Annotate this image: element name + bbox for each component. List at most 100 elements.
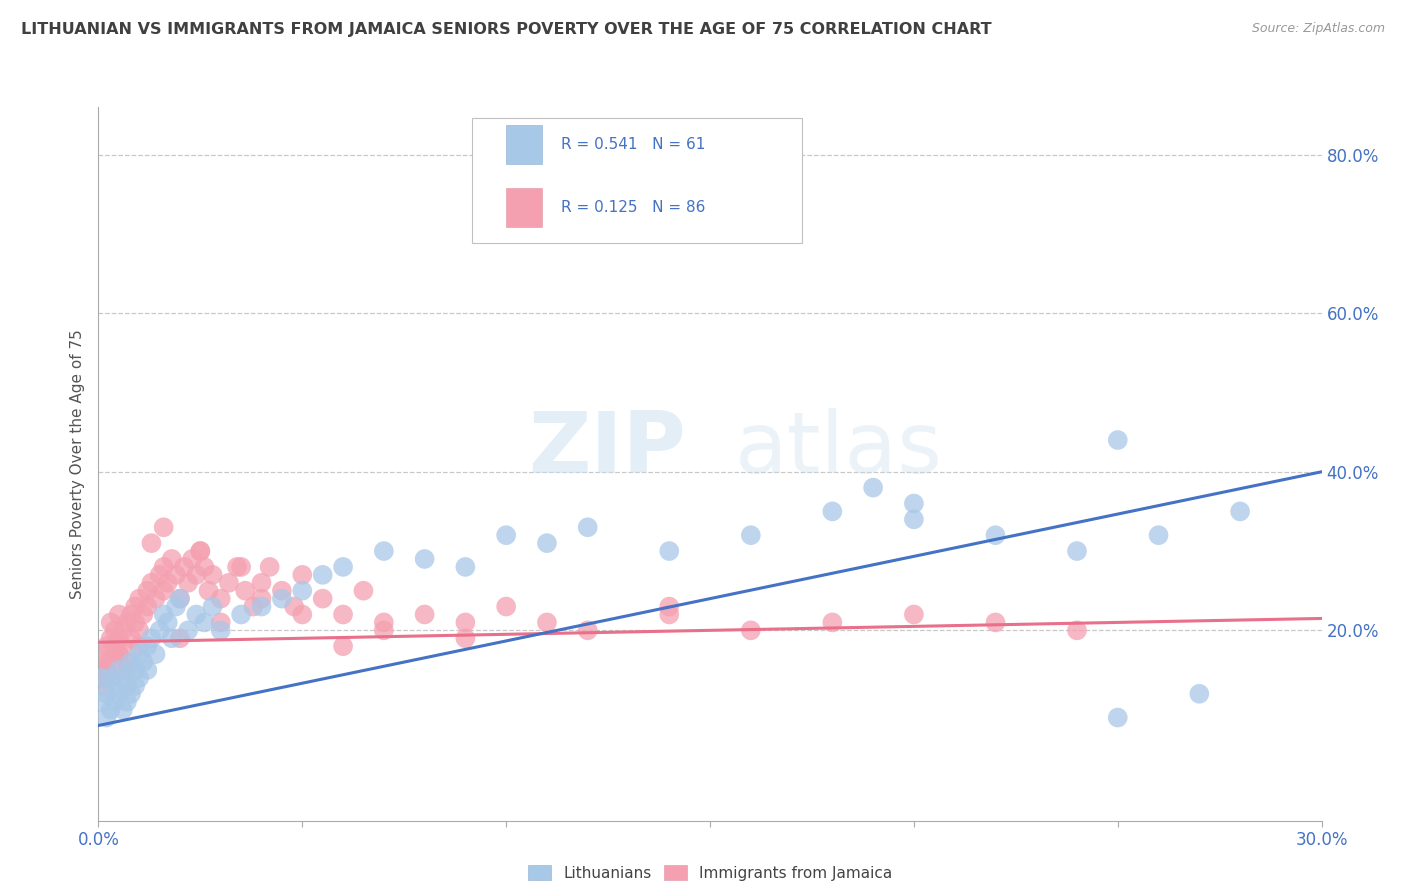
Point [181, 552, 204, 566]
Bar [506, 125, 543, 164]
Point [100, 703, 122, 717]
Point [96, 710, 118, 724]
Point [1229, 504, 1251, 518]
Point [108, 687, 131, 701]
Point [1066, 624, 1088, 638]
Point [903, 512, 925, 526]
Point [152, 607, 174, 622]
Text: Source: ZipAtlas.com: Source: ZipAtlas.com [1251, 22, 1385, 36]
Point [128, 624, 150, 638]
Point [740, 624, 762, 638]
Point [96, 687, 118, 701]
Point [160, 632, 183, 646]
Point [576, 520, 599, 534]
Point [111, 624, 134, 638]
Point [454, 632, 477, 646]
Point [821, 615, 844, 630]
Text: atlas: atlas [734, 408, 942, 491]
Point [108, 663, 131, 677]
Point [283, 599, 305, 614]
Point [495, 599, 517, 614]
Point [145, 591, 167, 606]
Point [136, 663, 159, 677]
Point [576, 624, 599, 638]
Point [1147, 528, 1170, 542]
Point [141, 536, 163, 550]
Point [495, 528, 517, 542]
Point [197, 583, 219, 598]
Point [291, 583, 314, 598]
Point [100, 671, 122, 685]
Point [231, 607, 253, 622]
Point [120, 687, 142, 701]
Point [96, 639, 118, 653]
Point [536, 615, 558, 630]
Point [250, 599, 273, 614]
Point [111, 703, 134, 717]
Point [115, 679, 138, 693]
Point [250, 575, 273, 590]
Point [91, 671, 114, 685]
Point [115, 655, 138, 669]
Point [209, 591, 232, 606]
Point [91, 647, 114, 661]
Point [91, 679, 114, 693]
Point [332, 639, 354, 653]
Point [259, 560, 281, 574]
Point [115, 615, 138, 630]
Point [1107, 710, 1129, 724]
Point [145, 647, 167, 661]
Text: ZIP: ZIP [527, 408, 686, 491]
Point [128, 639, 150, 653]
Point [149, 624, 172, 638]
Point [332, 607, 354, 622]
Point [152, 583, 174, 598]
Point [186, 607, 208, 622]
Point [128, 647, 150, 661]
Point [96, 663, 118, 677]
Point [1188, 687, 1211, 701]
Point [165, 599, 187, 614]
Point [124, 679, 146, 693]
Point [141, 632, 163, 646]
Point [111, 671, 134, 685]
Point [226, 560, 249, 574]
Point [177, 575, 200, 590]
Point [169, 632, 191, 646]
Point [136, 639, 159, 653]
Point [124, 599, 146, 614]
Point [209, 624, 232, 638]
Point [152, 560, 174, 574]
Point [454, 615, 477, 630]
Point [984, 615, 1007, 630]
Point [108, 607, 131, 622]
Point [1107, 433, 1129, 447]
Point [100, 615, 122, 630]
Point [156, 615, 179, 630]
Point [250, 591, 273, 606]
Point [209, 615, 232, 630]
Point [231, 560, 253, 574]
Point [108, 647, 131, 661]
Point [233, 583, 256, 598]
Point [270, 591, 294, 606]
Point [218, 575, 240, 590]
Point [169, 591, 191, 606]
Point [291, 607, 314, 622]
Point [242, 599, 264, 614]
Point [740, 528, 762, 542]
Point [132, 607, 155, 622]
Point [115, 695, 138, 709]
Point [821, 504, 844, 518]
Point [177, 624, 200, 638]
Point [124, 663, 146, 677]
Point [312, 591, 335, 606]
Point [413, 607, 436, 622]
Point [291, 567, 314, 582]
Point [87, 663, 110, 677]
Point [658, 544, 681, 558]
Point [188, 544, 212, 558]
Point [201, 599, 224, 614]
FancyBboxPatch shape [471, 118, 801, 243]
Point [120, 632, 142, 646]
